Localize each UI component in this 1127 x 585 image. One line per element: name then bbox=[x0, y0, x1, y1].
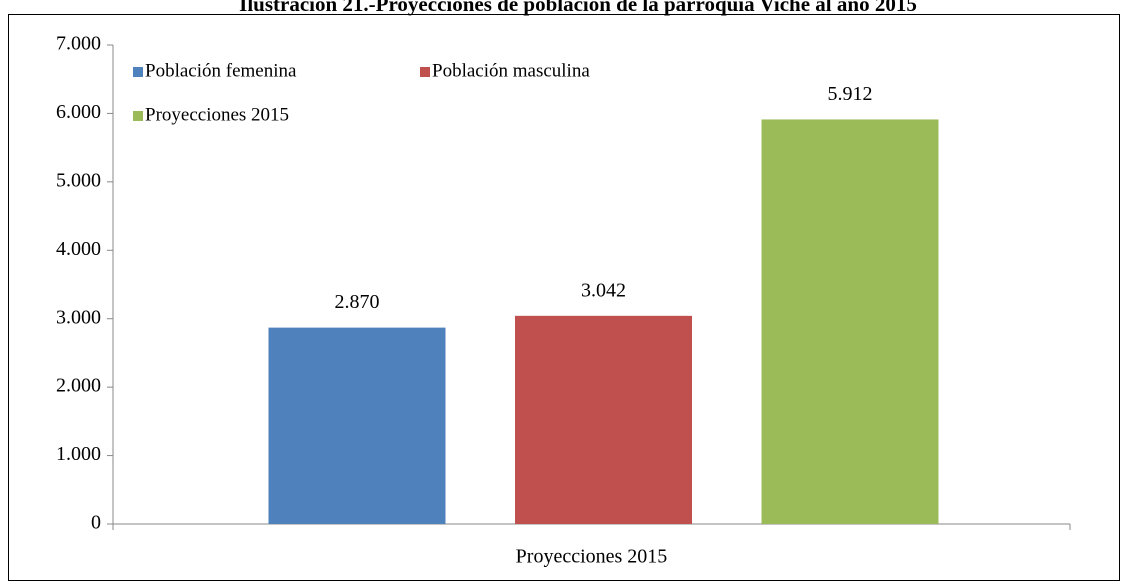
y-tick-label: 1.000 bbox=[56, 443, 101, 465]
y-tick-label: 5.000 bbox=[56, 169, 101, 191]
legend-label: Población masculina bbox=[432, 60, 590, 81]
legend-swatch bbox=[420, 67, 430, 77]
value-label: 2.870 bbox=[335, 291, 380, 313]
legend-swatch bbox=[133, 111, 143, 121]
bar bbox=[761, 119, 939, 524]
y-tick-label: 7.000 bbox=[56, 33, 101, 55]
bar bbox=[268, 327, 446, 524]
x-tick-label: Proyecciones 2015 bbox=[516, 546, 668, 568]
legend-label: Población femenina bbox=[145, 60, 297, 81]
y-tick-label: 4.000 bbox=[56, 238, 101, 260]
chart-title: Ilustración 21.-Proyecciones de població… bbox=[239, 0, 917, 16]
y-tick-label: 0 bbox=[91, 512, 101, 534]
bar bbox=[515, 315, 692, 524]
y-tick-label: 3.000 bbox=[56, 306, 101, 328]
value-label: 3.042 bbox=[581, 279, 626, 301]
y-tick-label: 2.000 bbox=[56, 375, 101, 397]
legend-label: Proyecciones 2015 bbox=[145, 104, 289, 125]
y-tick-label: 6.000 bbox=[56, 101, 101, 123]
value-label: 5.912 bbox=[828, 83, 873, 105]
legend-swatch bbox=[133, 67, 143, 77]
